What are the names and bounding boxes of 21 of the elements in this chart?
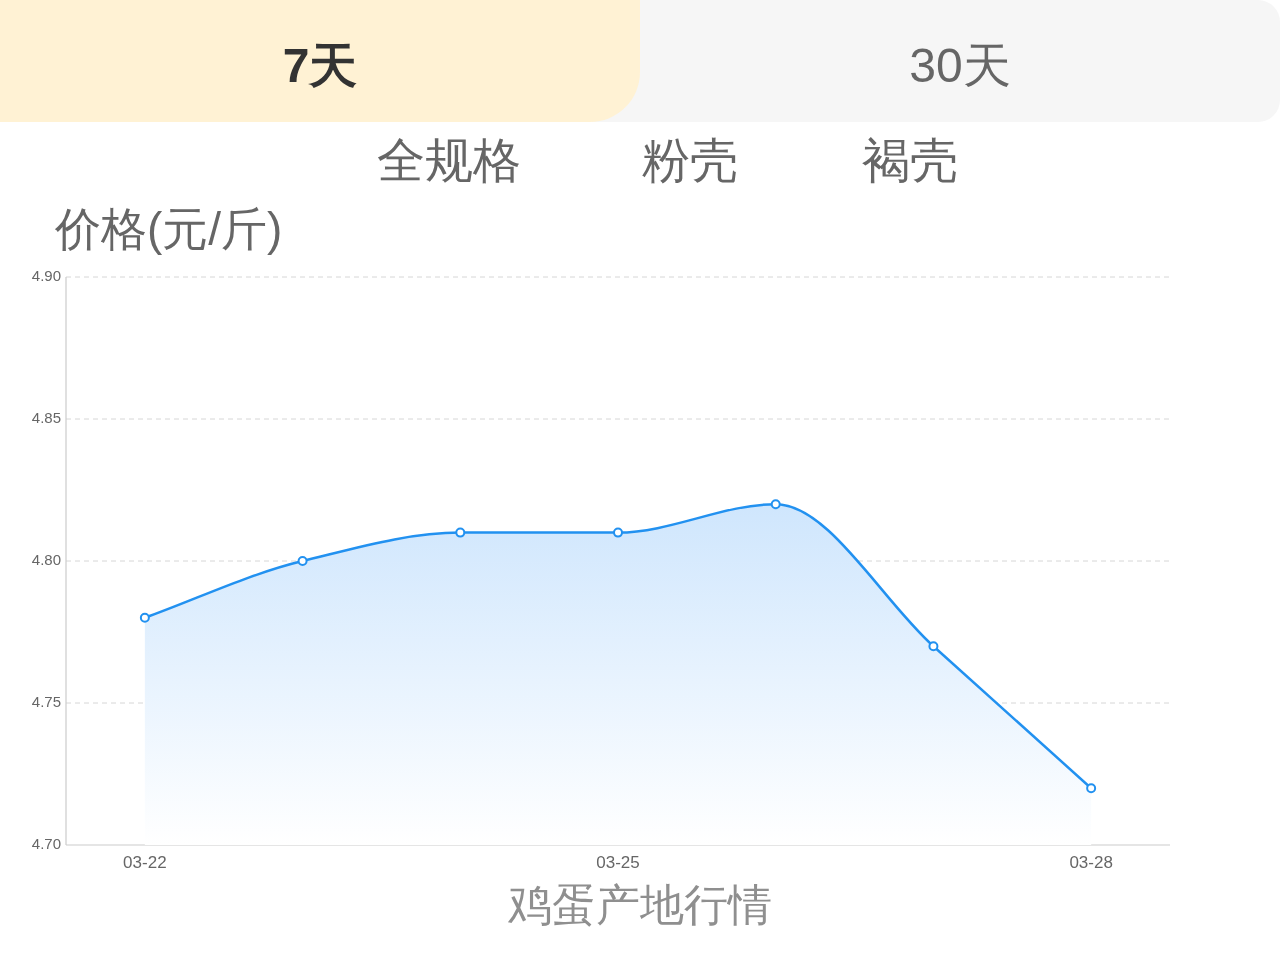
y-tick-label: 4.75 [31,692,61,710]
point [613,527,623,538]
point [139,612,150,623]
x-tick-label: 03-28 [1069,853,1113,872]
text: 褐壳 [862,134,958,187]
y-tick-label: 4.70 [31,834,61,852]
x-tick-label: 03-25 [596,853,640,872]
text: 鸡蛋产地行情 [507,880,772,929]
y-axis-title: 价格(元/斤) [54,203,283,255]
x-tick-label: 03-22 [123,853,167,872]
point [928,641,939,652]
text: 全规格 [377,134,521,187]
y-tick-label: 4.85 [31,408,61,426]
text: 粉壳 [642,134,738,187]
point [1086,783,1097,794]
y-tick-label: 4.80 [31,550,61,568]
point [297,556,308,566]
y-tick-label: 4.90 [31,266,61,284]
point [770,499,781,510]
point [455,527,466,538]
tab: 7天 [0,0,640,122]
